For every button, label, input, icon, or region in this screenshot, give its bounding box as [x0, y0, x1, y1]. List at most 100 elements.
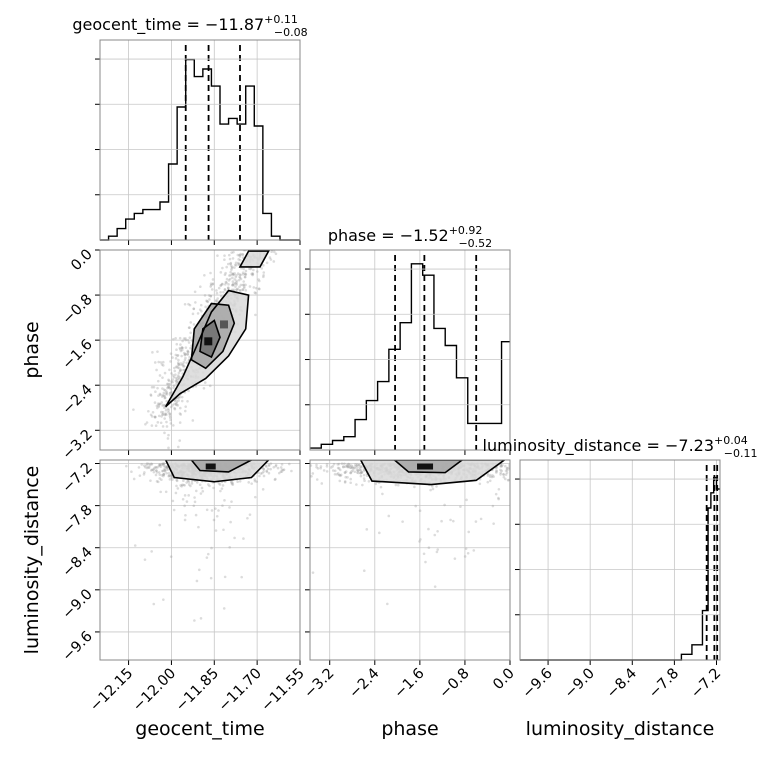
sample-point: [272, 225, 275, 228]
sample-point: [165, 465, 168, 469]
sample-point: [167, 382, 170, 386]
sample-point: [290, 469, 293, 473]
sample-point: [365, 474, 369, 478]
sample-point: [161, 413, 165, 416]
sample-point: [241, 288, 244, 291]
sample-point: [214, 300, 218, 303]
sample-point: [189, 484, 192, 488]
sample-point: [501, 463, 504, 467]
sample-point: [453, 557, 457, 560]
sample-point: [236, 480, 239, 484]
sample-point: [346, 476, 349, 479]
sample-point: [362, 569, 366, 573]
sample-point: [167, 474, 171, 478]
sample-point: [506, 478, 510, 482]
sample-point: [254, 223, 257, 226]
sample-point: [223, 283, 227, 286]
sample-point: [243, 275, 247, 279]
sample-point: [243, 272, 247, 275]
sample-point: [198, 483, 202, 487]
sample-point: [262, 467, 265, 471]
sample-point: [186, 350, 190, 354]
contour-phase_vs_geocent_time-0: [165, 289, 250, 408]
sample-point: [177, 358, 180, 362]
title-phase-sub: −0.52: [458, 237, 492, 250]
sample-point: [210, 288, 214, 291]
sample-point: [261, 471, 264, 475]
sample-point: [174, 373, 177, 377]
sample-point: [161, 393, 165, 397]
sample-point: [183, 353, 187, 357]
sample-point: [534, 471, 537, 474]
sample-point: [199, 285, 202, 288]
sample-point: [230, 481, 233, 484]
sample-point: [504, 469, 508, 473]
sample-point: [179, 343, 182, 346]
sample-point: [223, 258, 226, 262]
sample-point: [189, 321, 193, 324]
sample-point: [190, 482, 194, 485]
sample-point: [500, 464, 503, 468]
sample-point: [168, 412, 172, 416]
sample-point: [512, 467, 515, 470]
sample-point: [251, 273, 254, 277]
sample-point: [183, 483, 186, 487]
sample-point: [156, 350, 159, 353]
sample-point: [236, 253, 240, 257]
sample-point: [161, 364, 165, 367]
sample-point: [333, 472, 337, 476]
sample-point: [394, 483, 398, 487]
sample-point: [491, 474, 494, 477]
plot-area-luminosity_distance_vs_phase: [310, 460, 546, 606]
sample-point: [357, 463, 361, 467]
sample-point: [230, 265, 234, 269]
sample-point: [502, 473, 506, 476]
sample-point: [501, 472, 505, 476]
sample-point: [363, 469, 366, 472]
sample-point: [175, 342, 179, 346]
sample-point: [262, 474, 266, 478]
sample-point: [177, 377, 181, 381]
sample-point: [163, 412, 167, 416]
sample-point: [143, 465, 147, 469]
sample-point: [253, 217, 256, 220]
sample-point: [160, 415, 163, 418]
sample-point: [360, 465, 363, 469]
title-luminosity-distance-sup: +0.04: [714, 434, 748, 447]
sample-point: [342, 465, 345, 469]
sample-point: [177, 371, 181, 375]
sample-point: [156, 386, 159, 390]
sample-point: [227, 253, 231, 257]
sample-point: [163, 470, 167, 473]
sample-point: [163, 469, 167, 472]
sample-point: [251, 272, 255, 276]
sample-point: [282, 468, 286, 471]
sample-point: [215, 289, 218, 292]
sample-point: [272, 241, 275, 244]
sample-point: [208, 384, 212, 388]
sample-point: [179, 362, 183, 365]
sample-point: [162, 388, 166, 391]
sample-point: [436, 548, 440, 551]
sample-point: [257, 279, 261, 283]
sample-point: [170, 380, 173, 383]
sample-point: [178, 406, 182, 410]
sample-point: [184, 346, 188, 349]
sample-point: [242, 286, 246, 290]
sample-point: [543, 474, 546, 477]
sample-point: [251, 228, 254, 231]
sample-point: [209, 576, 213, 580]
sample-point: [344, 475, 348, 479]
sample-point: [225, 277, 229, 281]
sample-point: [319, 465, 323, 468]
sample-point: [491, 504, 495, 508]
sample-point: [260, 243, 263, 246]
sample-point: [125, 464, 128, 468]
sample-point: [187, 389, 190, 393]
sample-point: [479, 517, 483, 521]
sample-point: [184, 353, 187, 356]
sample-point: [187, 350, 190, 354]
sample-point: [176, 366, 179, 370]
sample-point: [261, 229, 264, 232]
